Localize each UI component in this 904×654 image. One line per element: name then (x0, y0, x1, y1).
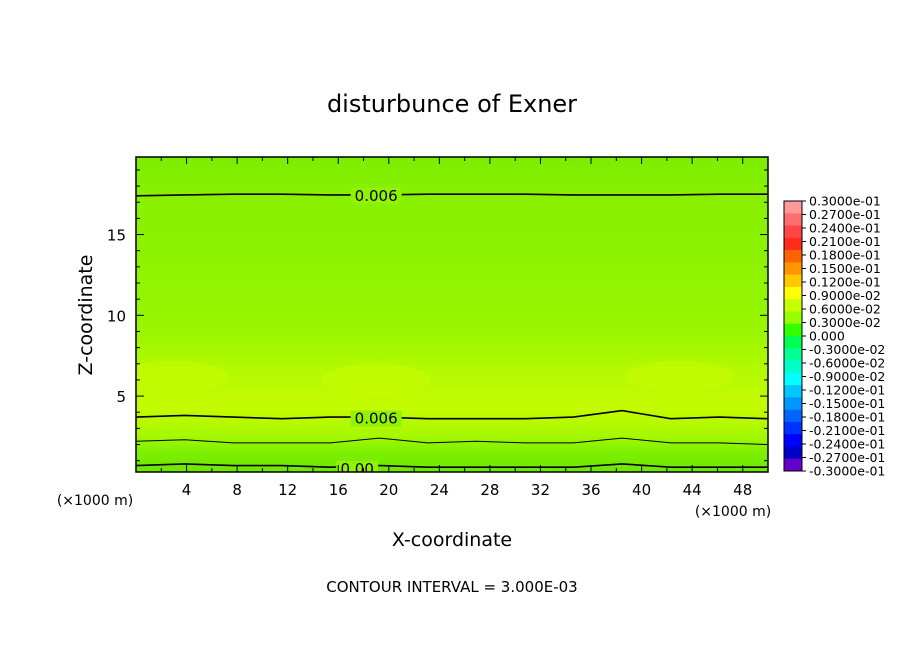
colorbar-swatch (784, 446, 802, 460)
y-axis-label: Z-coordinate (75, 255, 97, 376)
colorbar-label: 0.6000e-02 (809, 302, 881, 317)
colorbar-label: -0.3000e-01 (809, 464, 885, 479)
colorbar-label: 0.2700e-01 (809, 207, 881, 222)
colorbar-swatch (784, 458, 802, 472)
field-background (136, 157, 768, 472)
contour-line (136, 437, 768, 446)
contour-label: 0.00 (340, 460, 373, 478)
contour-line (136, 409, 768, 420)
colorbar-swatch (784, 409, 802, 423)
x-tick-label: 44 (683, 481, 702, 499)
colorbar-swatch (784, 397, 802, 410)
x-tick-label: 20 (379, 481, 398, 499)
x-tick-label: 36 (581, 481, 600, 499)
colorbar-swatch (784, 434, 802, 447)
x-tick-label: 40 (632, 481, 651, 499)
colorbar-label: -0.1500e-01 (809, 396, 885, 411)
colorbar-label: 0.3000e-01 (809, 194, 881, 209)
colorbar-label: -0.1800e-01 (809, 410, 885, 425)
contour-label-gap (350, 187, 402, 204)
colorbar-swatch (784, 360, 802, 374)
x-tick-label: 8 (232, 481, 242, 499)
contour-line (136, 193, 768, 197)
colorbar-swatch (784, 201, 802, 214)
colorbar-label: -0.3000e-02 (809, 342, 885, 357)
colorbar-label: -0.1200e-01 (809, 383, 885, 398)
contour-lines (136, 193, 768, 468)
colorbar-label: 0.2400e-01 (809, 221, 881, 236)
colorbar-label: -0.2400e-01 (809, 437, 885, 452)
x-tick-label: 24 (430, 481, 449, 499)
colorbar-swatch (784, 421, 802, 435)
colorbar-swatch (784, 372, 802, 386)
colorbar-label: 0.9000e-02 (809, 288, 881, 303)
colorbar-label: 0.1800e-01 (809, 248, 881, 263)
colorbar-swatch (784, 299, 802, 312)
plot-area: 0.006 0.006 0.00 (136, 157, 768, 478)
y-tick-label: 15 (107, 227, 126, 245)
colorbar-label: -0.9000e-02 (809, 369, 885, 384)
field-blob (136, 360, 229, 393)
x-tick-label: 48 (733, 481, 752, 499)
x-tick-label: 16 (329, 481, 348, 499)
colorbar-swatch (784, 311, 802, 325)
x-axis-label: X-coordinate (392, 529, 512, 551)
colorbar-swatch (784, 237, 802, 251)
colorbar-swatch (784, 225, 802, 239)
contour-label-gap (336, 460, 379, 472)
plot-frame (135, 156, 769, 473)
x-tick-label: 4 (182, 481, 192, 499)
contour-labels: 0.006 0.006 0.00 (336, 187, 402, 478)
colorbar-label: 0.3000e-02 (809, 315, 881, 330)
field-blob (624, 360, 735, 393)
colorbar-swatch (784, 274, 802, 288)
x-axis-ticks: 4 8 12 16 20 24 28 32 36 40 44 48 (160, 157, 769, 499)
contour-label: 0.006 (355, 410, 398, 428)
colorbar-label: 0.2100e-01 (809, 234, 881, 249)
x-axis-unit-left: (×1000 m) (57, 493, 133, 509)
colorbar-swatch (784, 250, 802, 263)
colorbar-label: -0.6000e-02 (809, 356, 885, 371)
y-tick-label: 10 (107, 307, 126, 325)
x-tick-label: 28 (480, 481, 499, 499)
contour-label: 0.006 (355, 187, 398, 205)
colorbar-label: 0.000 (809, 329, 845, 344)
colorbar-swatch (784, 286, 802, 300)
x-axis-unit-right: (×1000 m) (695, 504, 771, 520)
colorbar-label: -0.2100e-01 (809, 423, 885, 438)
chart-title: disturbunce of Exner (327, 90, 577, 118)
colorbar-label: -0.2700e-01 (809, 450, 885, 465)
contour-line (136, 463, 768, 468)
colorbar-label: 0.1500e-01 (809, 261, 881, 276)
contour-label-gap (350, 410, 402, 427)
colorbar-swatch (784, 348, 802, 361)
y-tick-label: 5 (116, 388, 126, 406)
colorbar-swatch (784, 323, 802, 337)
colorbar-label: 0.1200e-01 (809, 275, 881, 290)
x-tick-label: 32 (531, 481, 550, 499)
x-tick-label: 12 (278, 481, 297, 499)
field-blob (321, 363, 432, 396)
colorbar-swatch (784, 385, 802, 398)
colorbar-swatch (784, 262, 802, 275)
contour-interval-note: CONTOUR INTERVAL = 3.000E-03 (326, 578, 577, 596)
colorbar-swatch (784, 213, 802, 226)
y-axis-ticks: 5 10 15 (107, 169, 768, 462)
colorbar-swatch (784, 336, 802, 349)
colorbar: 0.3000e-010.2700e-010.2400e-010.2100e-01… (783, 194, 885, 479)
